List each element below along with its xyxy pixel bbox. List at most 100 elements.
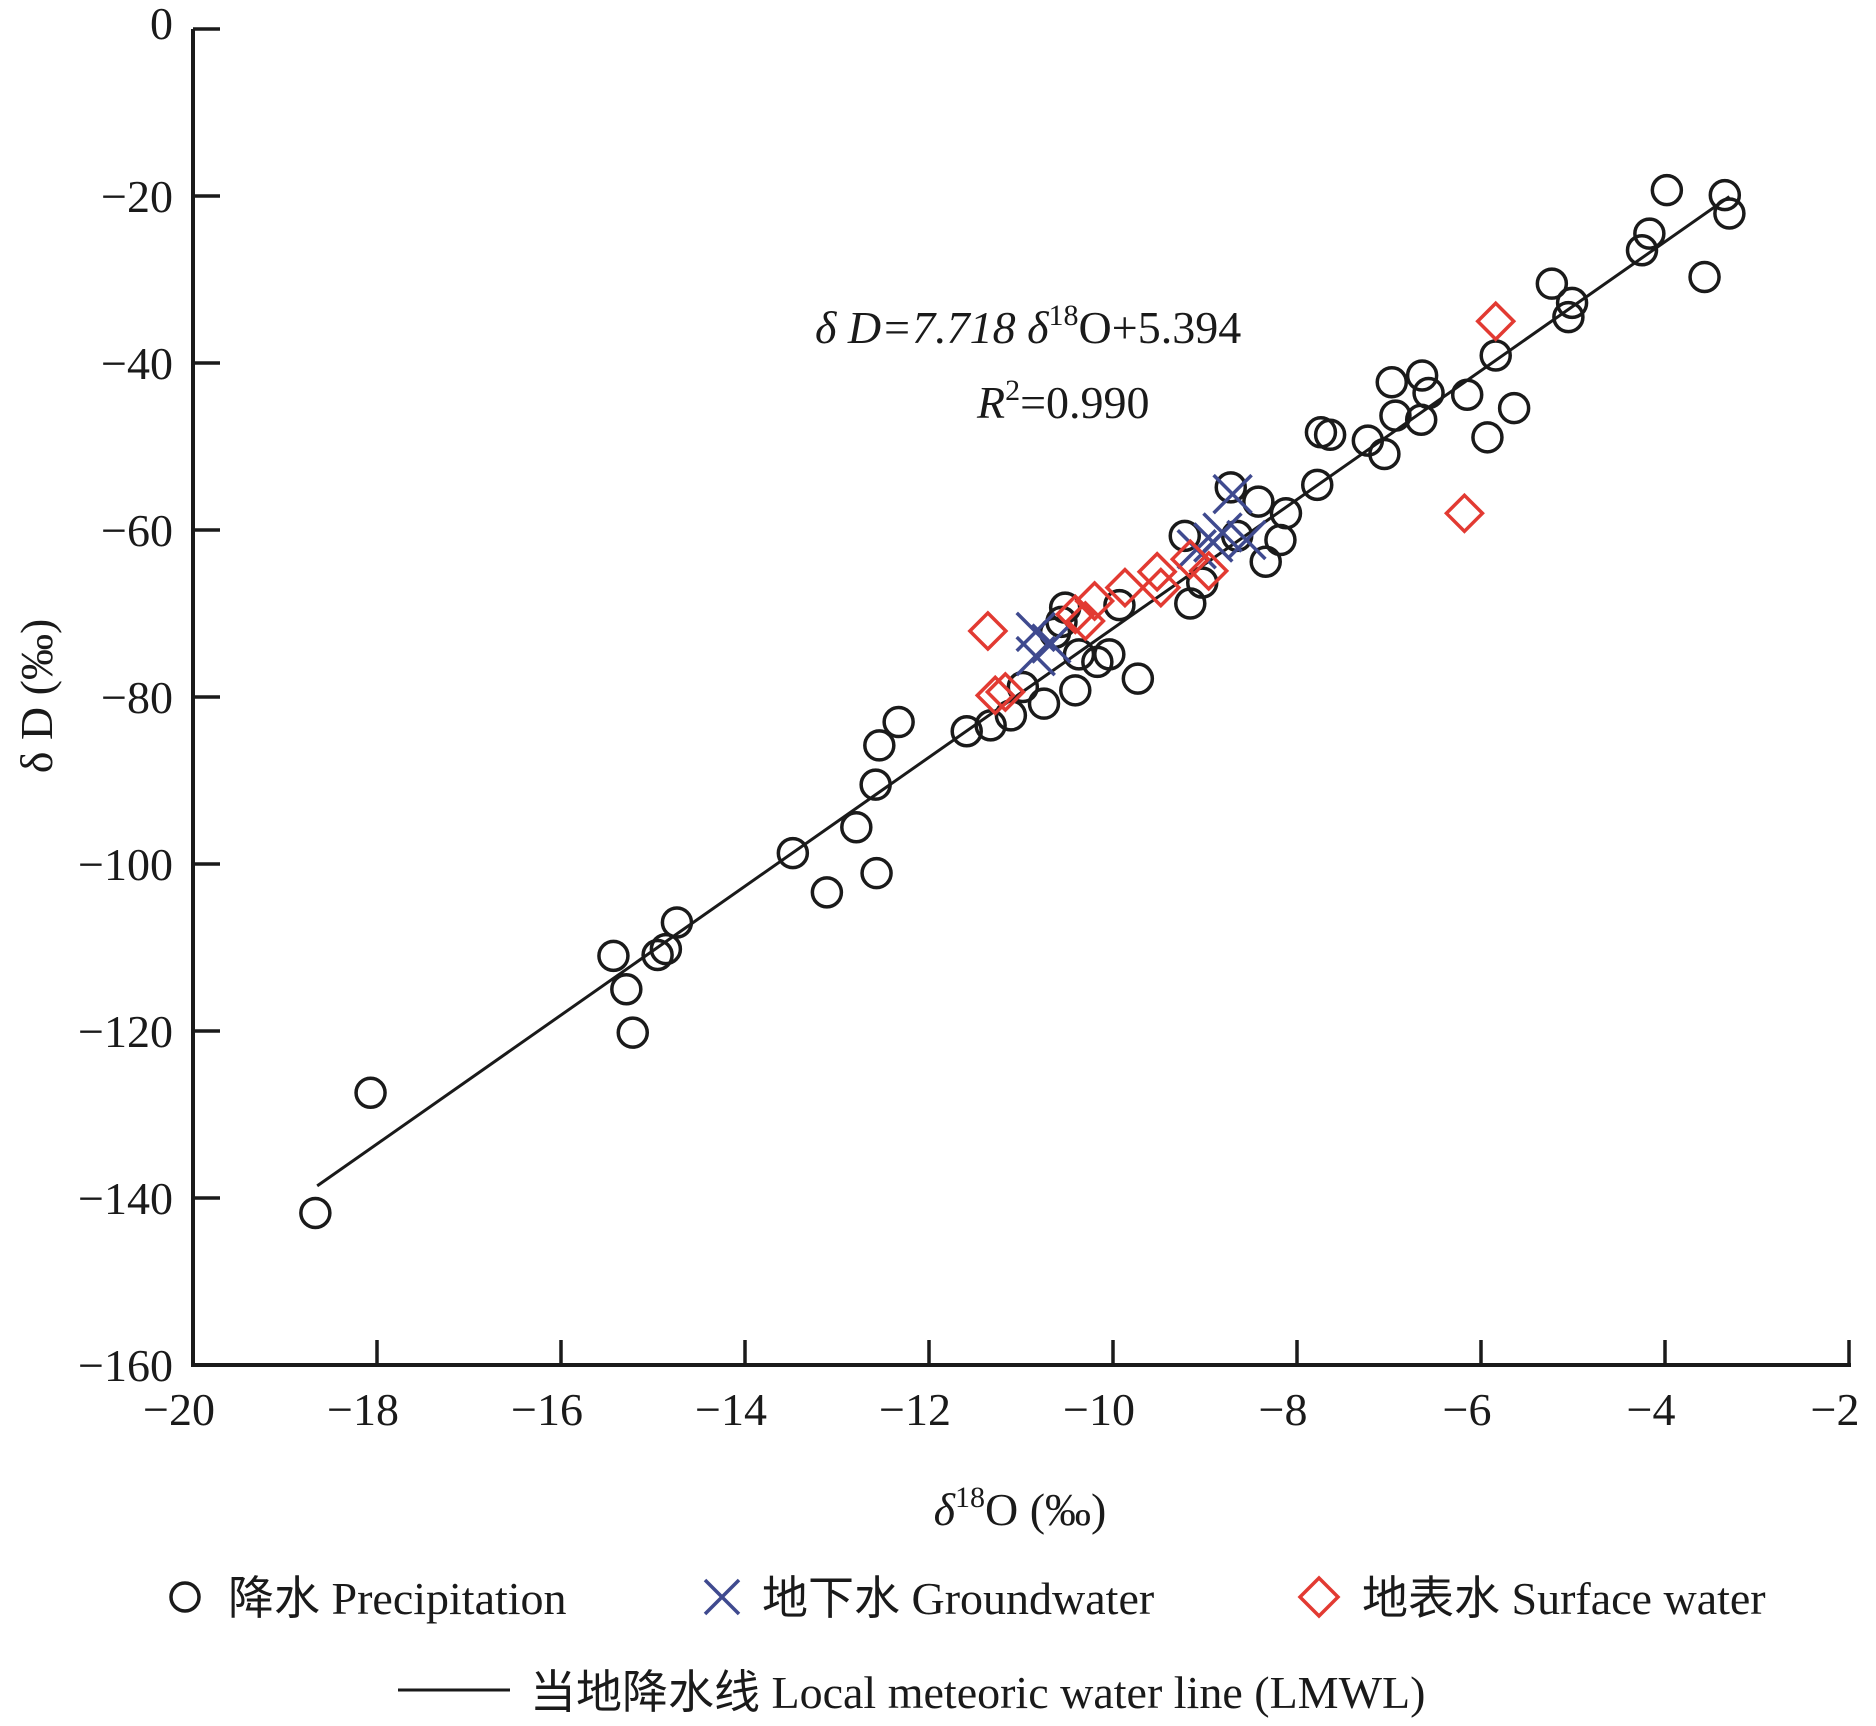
precipitation-point: [1405, 359, 1439, 392]
y-tick-label: −140: [78, 1173, 173, 1224]
legend-groundwater-label: 地下水 Groundwater: [762, 1573, 1154, 1624]
x-tick-label: −16: [511, 1384, 583, 1435]
x-tick-label: −8: [1259, 1384, 1308, 1435]
equation-annotation: δ D=7.718 δ18O+5.394: [815, 299, 1241, 353]
legend-lmwl-label: 当地降水线 Local meteoric water line (LMWL): [530, 1667, 1425, 1718]
precipitation-point: [863, 729, 896, 762]
precipitation-point: [994, 699, 1028, 732]
precipitation-point: [1059, 674, 1092, 707]
r-squared-annotation: R2=0.990: [976, 374, 1150, 428]
axes: −20 −18 −16 −14 −12 −10 −8 −6 −4 −20−20−40−60−80−…: [78, 0, 1859, 1435]
precipitation-point: [1249, 545, 1282, 578]
precipitation-point: [1708, 178, 1742, 212]
precipitation-point: [616, 1016, 650, 1049]
precipitation-point: [1103, 588, 1136, 622]
surface-water-point: [1169, 538, 1211, 580]
precipitation-point: [1412, 376, 1445, 410]
y-tick-label: 0: [150, 0, 173, 49]
y-tick-label: −160: [78, 1340, 173, 1391]
x-tick-label: −18: [327, 1384, 399, 1435]
legend-precipitation-marker: [169, 1581, 201, 1613]
precipitation-point: [641, 938, 674, 972]
precipitation-point: [860, 856, 893, 890]
precipitation-point: [1555, 286, 1589, 320]
surface-water-point: [1104, 567, 1146, 609]
y-tick-label: −120: [78, 1006, 173, 1057]
groundwater-point: [1212, 473, 1253, 515]
surface-water-point: [984, 671, 1026, 713]
precipitation-point: [1006, 670, 1040, 704]
x-tick-label: −2: [1811, 1384, 1860, 1435]
legend-groundwater-marker: [703, 1578, 741, 1616]
legend: 降水 Precipitation 地下水 Groundwater 地表水 Sur…: [169, 1573, 1766, 1718]
precipitation-point: [1300, 468, 1334, 502]
surface-water-point: [1054, 593, 1096, 635]
precipitation-point: [1471, 421, 1504, 454]
legend-surface-water-label: 地表水 Surface water: [1362, 1573, 1766, 1624]
x-tick-label: −4: [1627, 1384, 1676, 1435]
precipitation-point: [1027, 687, 1061, 720]
precipitation-point: [1713, 197, 1746, 230]
surface-water-point: [1136, 551, 1178, 593]
precipitation-point: [1313, 418, 1347, 452]
y-tick-label: −60: [101, 505, 173, 556]
precipitation-point: [859, 768, 892, 801]
precipitation-point: [950, 714, 983, 748]
x-tick-label: −12: [879, 1384, 951, 1435]
surface-water-point: [967, 610, 1009, 652]
precipitation-point: [299, 1196, 332, 1230]
precipitation-point: [1633, 217, 1666, 250]
x-tick-label: −10: [1063, 1384, 1135, 1435]
precipitation-point: [1093, 638, 1126, 671]
precipitation-point: [1168, 519, 1202, 553]
precipitation-point: [1450, 378, 1484, 411]
surface-water-point: [1188, 550, 1230, 592]
precipitation-point: [1264, 523, 1297, 557]
precipitation-point: [1121, 662, 1155, 695]
precipitation-point: [1379, 399, 1412, 432]
precipitation-point: [354, 1076, 387, 1110]
groundwater-point-stroke: [1212, 473, 1253, 515]
groundwater-point-stroke: [1226, 519, 1267, 561]
precipitation-point: [1242, 485, 1275, 518]
x-tick-label: −14: [695, 1384, 767, 1435]
groundwater-point: [1015, 635, 1056, 677]
plot-marks: [299, 173, 1746, 1230]
surface-water-point: [1074, 580, 1116, 622]
groundwater-point-stroke: [1015, 635, 1056, 677]
x-tick-label: −6: [1443, 1384, 1492, 1435]
precipitation-point: [776, 836, 810, 870]
surface-water-point: [1443, 492, 1485, 534]
surface-water-point: [1475, 300, 1517, 342]
groundwater-point: [1031, 623, 1072, 664]
y-axis-title: δ D (‰): [11, 619, 62, 774]
precipitation-point: [1552, 300, 1585, 334]
precipitation-point: [1368, 437, 1401, 471]
precipitation-point: [1688, 260, 1721, 294]
y-tick-label: −100: [78, 839, 173, 890]
groundwater-point: [1226, 519, 1267, 561]
groundwater-point-stroke: [1031, 623, 1072, 664]
precipitation-point: [649, 932, 683, 966]
precipitation-point: [1535, 267, 1569, 300]
precipitation-point: [1269, 497, 1303, 530]
legend-surface-water-marker: [1297, 1575, 1341, 1619]
legend-precipitation-label: 降水 Precipitation: [228, 1573, 567, 1624]
precipitation-point: [660, 906, 694, 939]
groundwater-point: [1202, 512, 1243, 553]
groundwater-point-stroke: [1202, 512, 1243, 553]
x-axis-title: δ18O (‰): [934, 1481, 1107, 1535]
precipitation-point: [1479, 339, 1512, 372]
precipitation-point: [840, 811, 873, 844]
x-tick-label: −20: [143, 1384, 215, 1435]
surface-water-point: [974, 674, 1016, 716]
precipitation-point: [1650, 173, 1684, 207]
precipitation-point: [882, 705, 915, 739]
precipitation-point: [810, 876, 844, 909]
precipitation-point: [597, 939, 630, 973]
precipitation-point: [1625, 234, 1659, 267]
precipitation-point: [610, 973, 643, 1006]
y-tick-label: −80: [101, 672, 173, 723]
precipitation-point: [1062, 638, 1096, 671]
